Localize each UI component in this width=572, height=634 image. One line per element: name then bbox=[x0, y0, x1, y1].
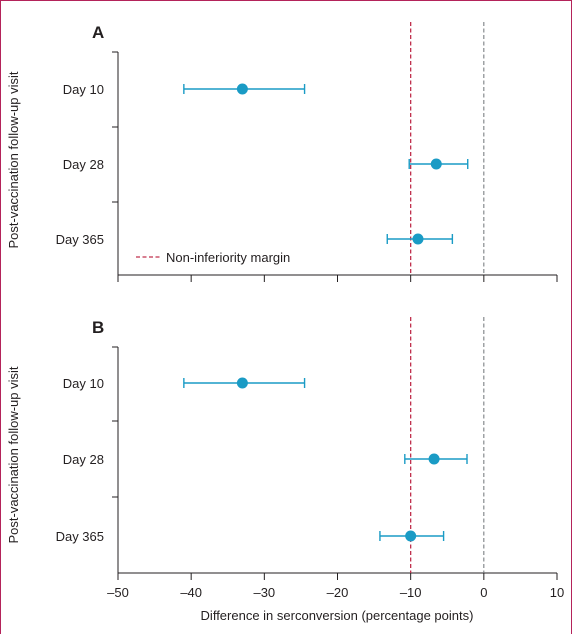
legend-margin-label: Non-inferiority margin bbox=[166, 250, 290, 265]
panel-a-point-1 bbox=[430, 158, 442, 170]
category-label: Day 365 bbox=[56, 232, 104, 247]
x-tick-label: –20 bbox=[327, 585, 349, 600]
panel-b-label: B bbox=[92, 318, 104, 337]
x-tick-label: –10 bbox=[400, 585, 422, 600]
panel-b-point-2 bbox=[405, 530, 417, 542]
category-label: Day 28 bbox=[63, 452, 104, 467]
x-tick-label: –50 bbox=[107, 585, 129, 600]
x-tick-label: 0 bbox=[480, 585, 487, 600]
panel-a-point-0 bbox=[236, 83, 248, 95]
panel-b-point-0 bbox=[236, 377, 248, 389]
category-label: Day 10 bbox=[63, 82, 104, 97]
panel-b-y-axis-label: Post-vaccination follow-up visit bbox=[6, 366, 21, 543]
category-label: Day 28 bbox=[63, 157, 104, 172]
category-label: Day 365 bbox=[56, 529, 104, 544]
panel-a-label: A bbox=[92, 23, 104, 42]
category-label: Day 10 bbox=[63, 376, 104, 391]
x-tick-label: –30 bbox=[253, 585, 275, 600]
panel-a-y-axis-label: Post-vaccination follow-up visit bbox=[6, 71, 21, 248]
panel-a-point-2 bbox=[412, 233, 424, 245]
x-tick-label: –40 bbox=[180, 585, 202, 600]
x-tick-label: 10 bbox=[550, 585, 564, 600]
panel-b-point-1 bbox=[428, 453, 440, 465]
x-axis-label: Difference in serconversion (percentage … bbox=[201, 608, 474, 623]
